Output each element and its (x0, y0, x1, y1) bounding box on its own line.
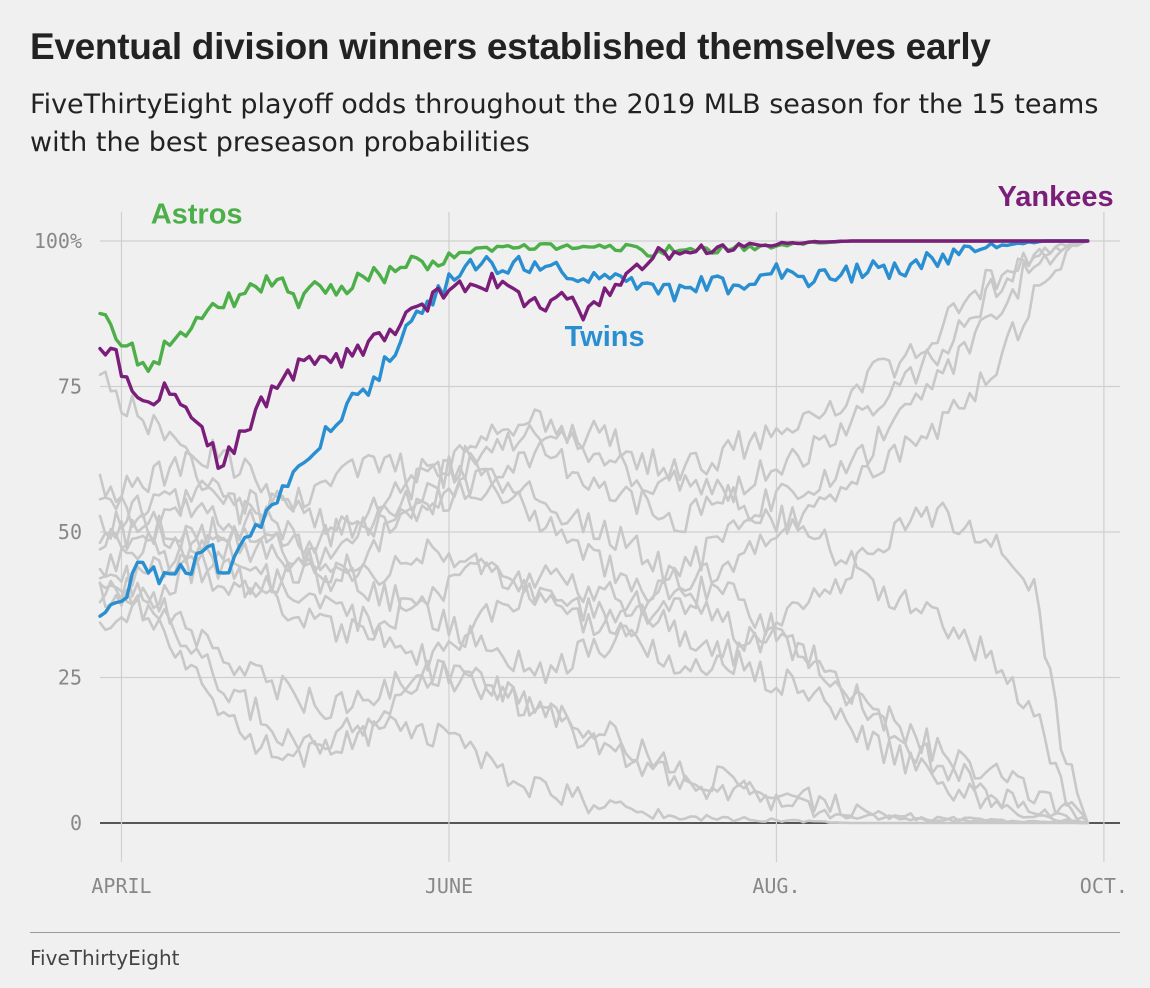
series-label-twins: Twins (565, 321, 645, 353)
series-line-other-team (98, 501, 1090, 825)
x-tick-label: AUG. (752, 874, 800, 898)
x-tick-label: JUNE (425, 874, 473, 898)
series-label-yankees: Yankees (998, 181, 1114, 213)
series-line-other-team (98, 239, 1090, 632)
y-tick-label: 75 (58, 375, 82, 399)
source-credit: FiveThirtyEight (30, 946, 180, 970)
series-line-yankees (98, 239, 1090, 470)
series-label-astros: Astros (151, 199, 243, 231)
series-line-other-team (98, 476, 1090, 825)
series-line-other-team (98, 582, 1090, 825)
highlighted-team-lines (98, 239, 1090, 618)
x-tick-label: OCT. (1080, 874, 1128, 898)
series-labels: Astros Twins Yankees (151, 181, 1114, 353)
chart-subtitle: FiveThirtyEight playoff odds throughout … (30, 89, 1099, 158)
y-axis-ticks: 0 25 50 75 100% (34, 229, 82, 835)
x-tick-label: APRIL (91, 874, 151, 898)
y-tick-label: 100% (34, 229, 82, 253)
series-line-twins (98, 239, 1090, 618)
y-tick-label: 0 (70, 811, 82, 835)
series-line-other-team (98, 514, 1090, 825)
series-line-other-team (98, 239, 1090, 538)
series-line-other-team (98, 488, 1090, 825)
playoff-odds-chart: 0 25 50 75 100% APRIL JUNE AUG. OCT. Astros Twin… (34, 181, 1128, 898)
gridlines (100, 212, 1120, 862)
y-tick-label: 50 (58, 520, 82, 544)
series-line-other-team (98, 239, 1090, 599)
x-axis-ticks: APRIL JUNE AUG. OCT. (91, 874, 1128, 898)
y-tick-label: 25 (58, 666, 82, 690)
series-line-other-team (98, 239, 1090, 685)
chart-title: Eventual division winners established th… (30, 26, 991, 67)
series-line-other-team (98, 581, 1090, 825)
footer-divider (30, 932, 1120, 933)
